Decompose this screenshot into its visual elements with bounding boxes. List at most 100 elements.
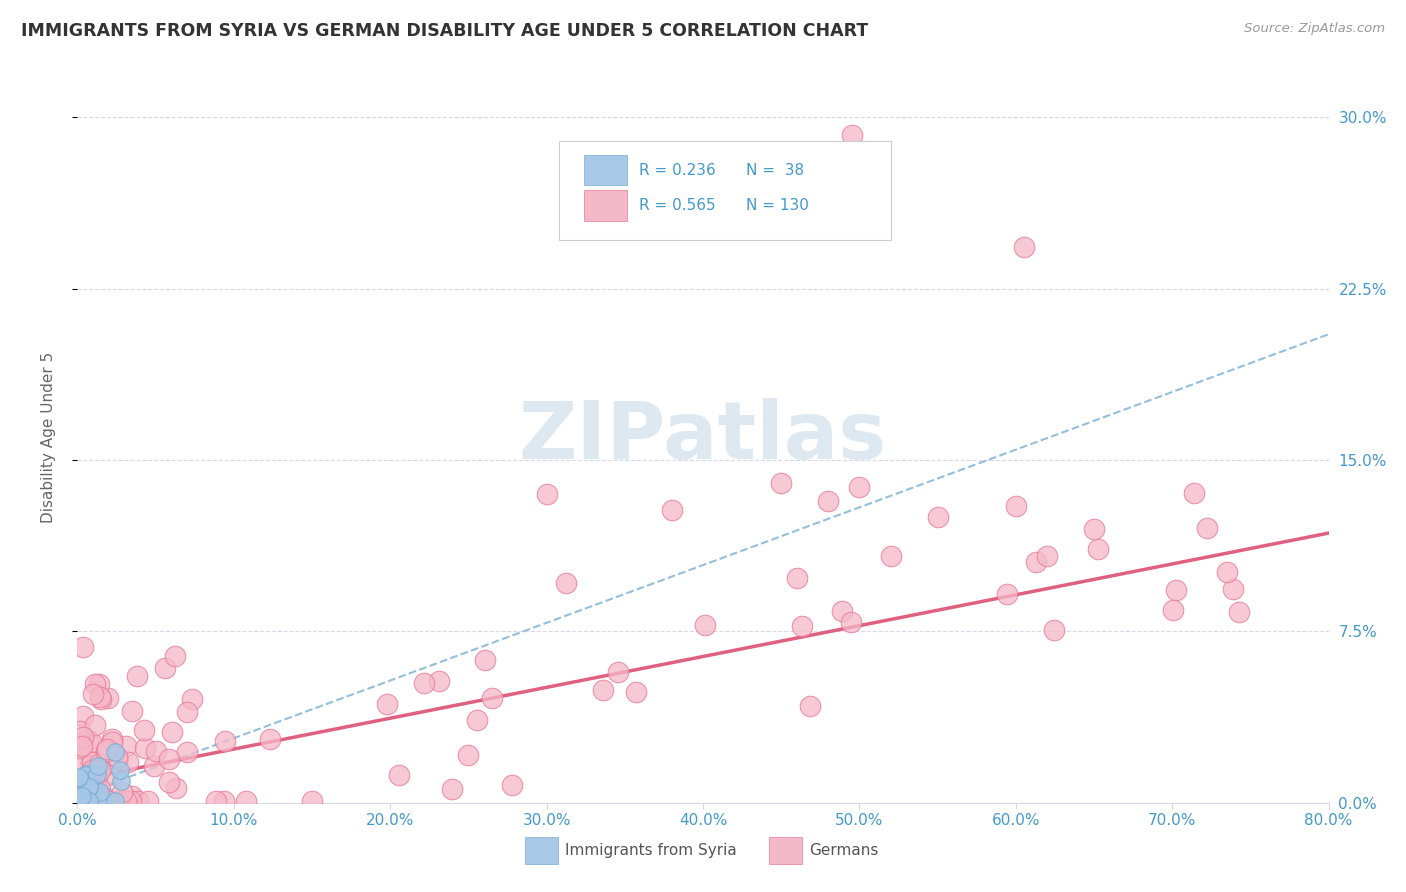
Point (70, 793, 93, 807)
Point (97, 793, 120, 807)
Point (73, 768, 96, 782)
Point (136, 793, 159, 807)
Point (86, 755, 108, 769)
Point (69, 793, 91, 807)
Point (1161, 603, 1184, 617)
Point (214, 734, 236, 748)
Point (73, 789, 96, 804)
Point (67, 793, 90, 807)
Text: Source: ZipAtlas.com: Source: ZipAtlas.com (1244, 22, 1385, 36)
Point (89, 785, 111, 799)
Point (82, 687, 104, 701)
Point (77, 767, 100, 781)
Point (79, 758, 101, 772)
Point (157, 775, 180, 789)
Point (70, 739, 93, 753)
Point (80, 755, 103, 769)
Point (67, 785, 90, 799)
Point (94, 791, 117, 805)
Point (77, 780, 100, 795)
Point (73, 793, 96, 807)
Point (80, 755, 103, 769)
Point (84, 676, 107, 690)
Point (105, 750, 128, 764)
Point (101, 735, 124, 749)
Point (160, 724, 183, 739)
Point (107, 793, 129, 807)
Point (77, 777, 100, 791)
Point (695, 618, 717, 632)
Point (69, 732, 91, 747)
Point (94, 744, 117, 758)
Point (69, 791, 91, 805)
Point (592, 682, 614, 697)
Point (121, 705, 143, 719)
Point (799, 699, 821, 714)
Point (127, 793, 149, 807)
Point (79, 793, 101, 807)
Point (157, 752, 180, 766)
Text: N =  38: N = 38 (745, 162, 804, 178)
Point (67, 793, 90, 807)
Point (72, 709, 94, 723)
Text: R = 0.565: R = 0.565 (640, 198, 716, 212)
Point (75, 792, 97, 806)
Point (72, 640, 94, 655)
Point (72, 793, 94, 807)
Point (70, 793, 93, 807)
Point (104, 745, 127, 759)
Point (790, 619, 813, 633)
Point (67, 771, 90, 785)
Point (375, 698, 398, 712)
Point (1042, 623, 1064, 637)
Point (69, 724, 91, 739)
Point (841, 128, 863, 143)
Point (70, 787, 93, 801)
Point (1087, 541, 1109, 556)
Point (1025, 555, 1047, 569)
Point (70, 789, 93, 803)
Point (474, 653, 496, 667)
Point (87, 757, 110, 772)
Point (103, 793, 125, 807)
FancyBboxPatch shape (526, 838, 558, 863)
Text: Immigrants from Syria: Immigrants from Syria (565, 843, 737, 858)
Point (181, 691, 204, 706)
Point (73, 780, 96, 795)
Point (82, 764, 104, 778)
Point (79, 793, 101, 807)
Point (83, 771, 105, 785)
Point (72, 776, 94, 790)
Point (142, 759, 165, 773)
Point (501, 778, 523, 792)
Point (1222, 582, 1244, 596)
Point (89, 690, 111, 705)
Point (84, 718, 107, 732)
Point (465, 713, 488, 727)
Text: Germans: Germans (810, 843, 879, 858)
Point (69, 793, 91, 807)
Point (624, 684, 647, 698)
Point (176, 746, 198, 760)
Point (132, 723, 155, 738)
Point (67, 793, 90, 807)
FancyBboxPatch shape (583, 190, 627, 220)
Point (108, 763, 131, 777)
Point (120, 793, 142, 807)
Point (121, 789, 143, 803)
Point (82, 793, 104, 807)
Point (114, 793, 136, 807)
Point (839, 615, 862, 629)
Point (67, 737, 90, 751)
Point (1012, 240, 1035, 254)
Point (259, 732, 281, 747)
Point (69, 793, 91, 807)
Point (70, 793, 93, 807)
Point (67, 775, 90, 789)
FancyBboxPatch shape (583, 154, 627, 186)
Point (114, 793, 136, 807)
Point (165, 780, 187, 795)
Point (412, 675, 434, 690)
Point (848, 480, 870, 494)
Point (817, 494, 839, 508)
